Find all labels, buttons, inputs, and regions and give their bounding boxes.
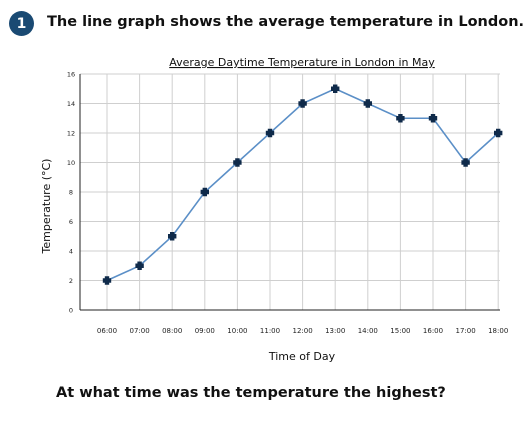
y-tick-label: 0 [69,307,73,315]
y-tick-labels: 0 2 4 6 8 10 12 14 16 [67,71,75,315]
x-tick-label: 10:00 [227,327,247,335]
data-point-marker [200,187,209,197]
x-tick-label: 07:00 [130,327,150,335]
question-number: 1 [16,15,27,32]
question-prompt: At what time was the temperature the hig… [56,385,446,401]
x-tick-label: 13:00 [325,327,345,335]
x-tick-label: 18:00 [488,327,508,335]
y-tick-label: 8 [69,189,73,197]
x-tick-label: 17:00 [456,327,476,335]
x-tick-label: 15:00 [390,327,410,335]
x-tick-label: 11:00 [260,327,280,335]
chart-title: Average Daytime Temperature in London in… [169,56,435,69]
x-tick-label: 12:00 [293,327,313,335]
x-tick-label: 16:00 [423,327,443,335]
y-axis-title: Temperature (°C) [40,159,53,255]
data-point-marker [396,114,405,123]
data-point-marker [168,232,177,241]
question-number-badge: 1 [9,11,34,36]
data-point-marker [494,128,503,138]
x-tick-label: 06:00 [97,327,117,335]
chart-grid [80,73,500,310]
y-tick-label: 4 [69,248,73,256]
x-tick-labels: 06:00 07:00 08:00 09:00 10:00 11:00 12:00 13:00… [97,327,508,335]
y-tick-label: 16 [67,71,75,79]
data-point-marker [265,128,275,138]
data-point-marker [298,99,307,108]
y-tick-label: 6 [69,218,73,226]
data-point-marker [233,158,242,167]
y-tick-label: 12 [67,130,75,138]
x-tick-label: 09:00 [195,327,215,335]
x-tick-label: 08:00 [162,327,182,335]
y-tick-label: 10 [67,159,75,167]
data-point-marker [428,114,438,123]
data-point-marker [102,276,112,285]
data-point-marker [461,158,470,167]
chart-axes [79,74,500,311]
data-point-marker [363,99,372,108]
data-point-marker [135,261,144,270]
data-point-marker [331,84,340,93]
question-intro: The line graph shows the average tempera… [47,14,525,30]
y-tick-label: 2 [69,277,73,285]
y-tick-label: 14 [67,100,75,108]
chart-series [102,84,503,285]
x-axis-title: Time of Day [268,350,336,363]
x-tick-label: 14:00 [358,327,378,335]
